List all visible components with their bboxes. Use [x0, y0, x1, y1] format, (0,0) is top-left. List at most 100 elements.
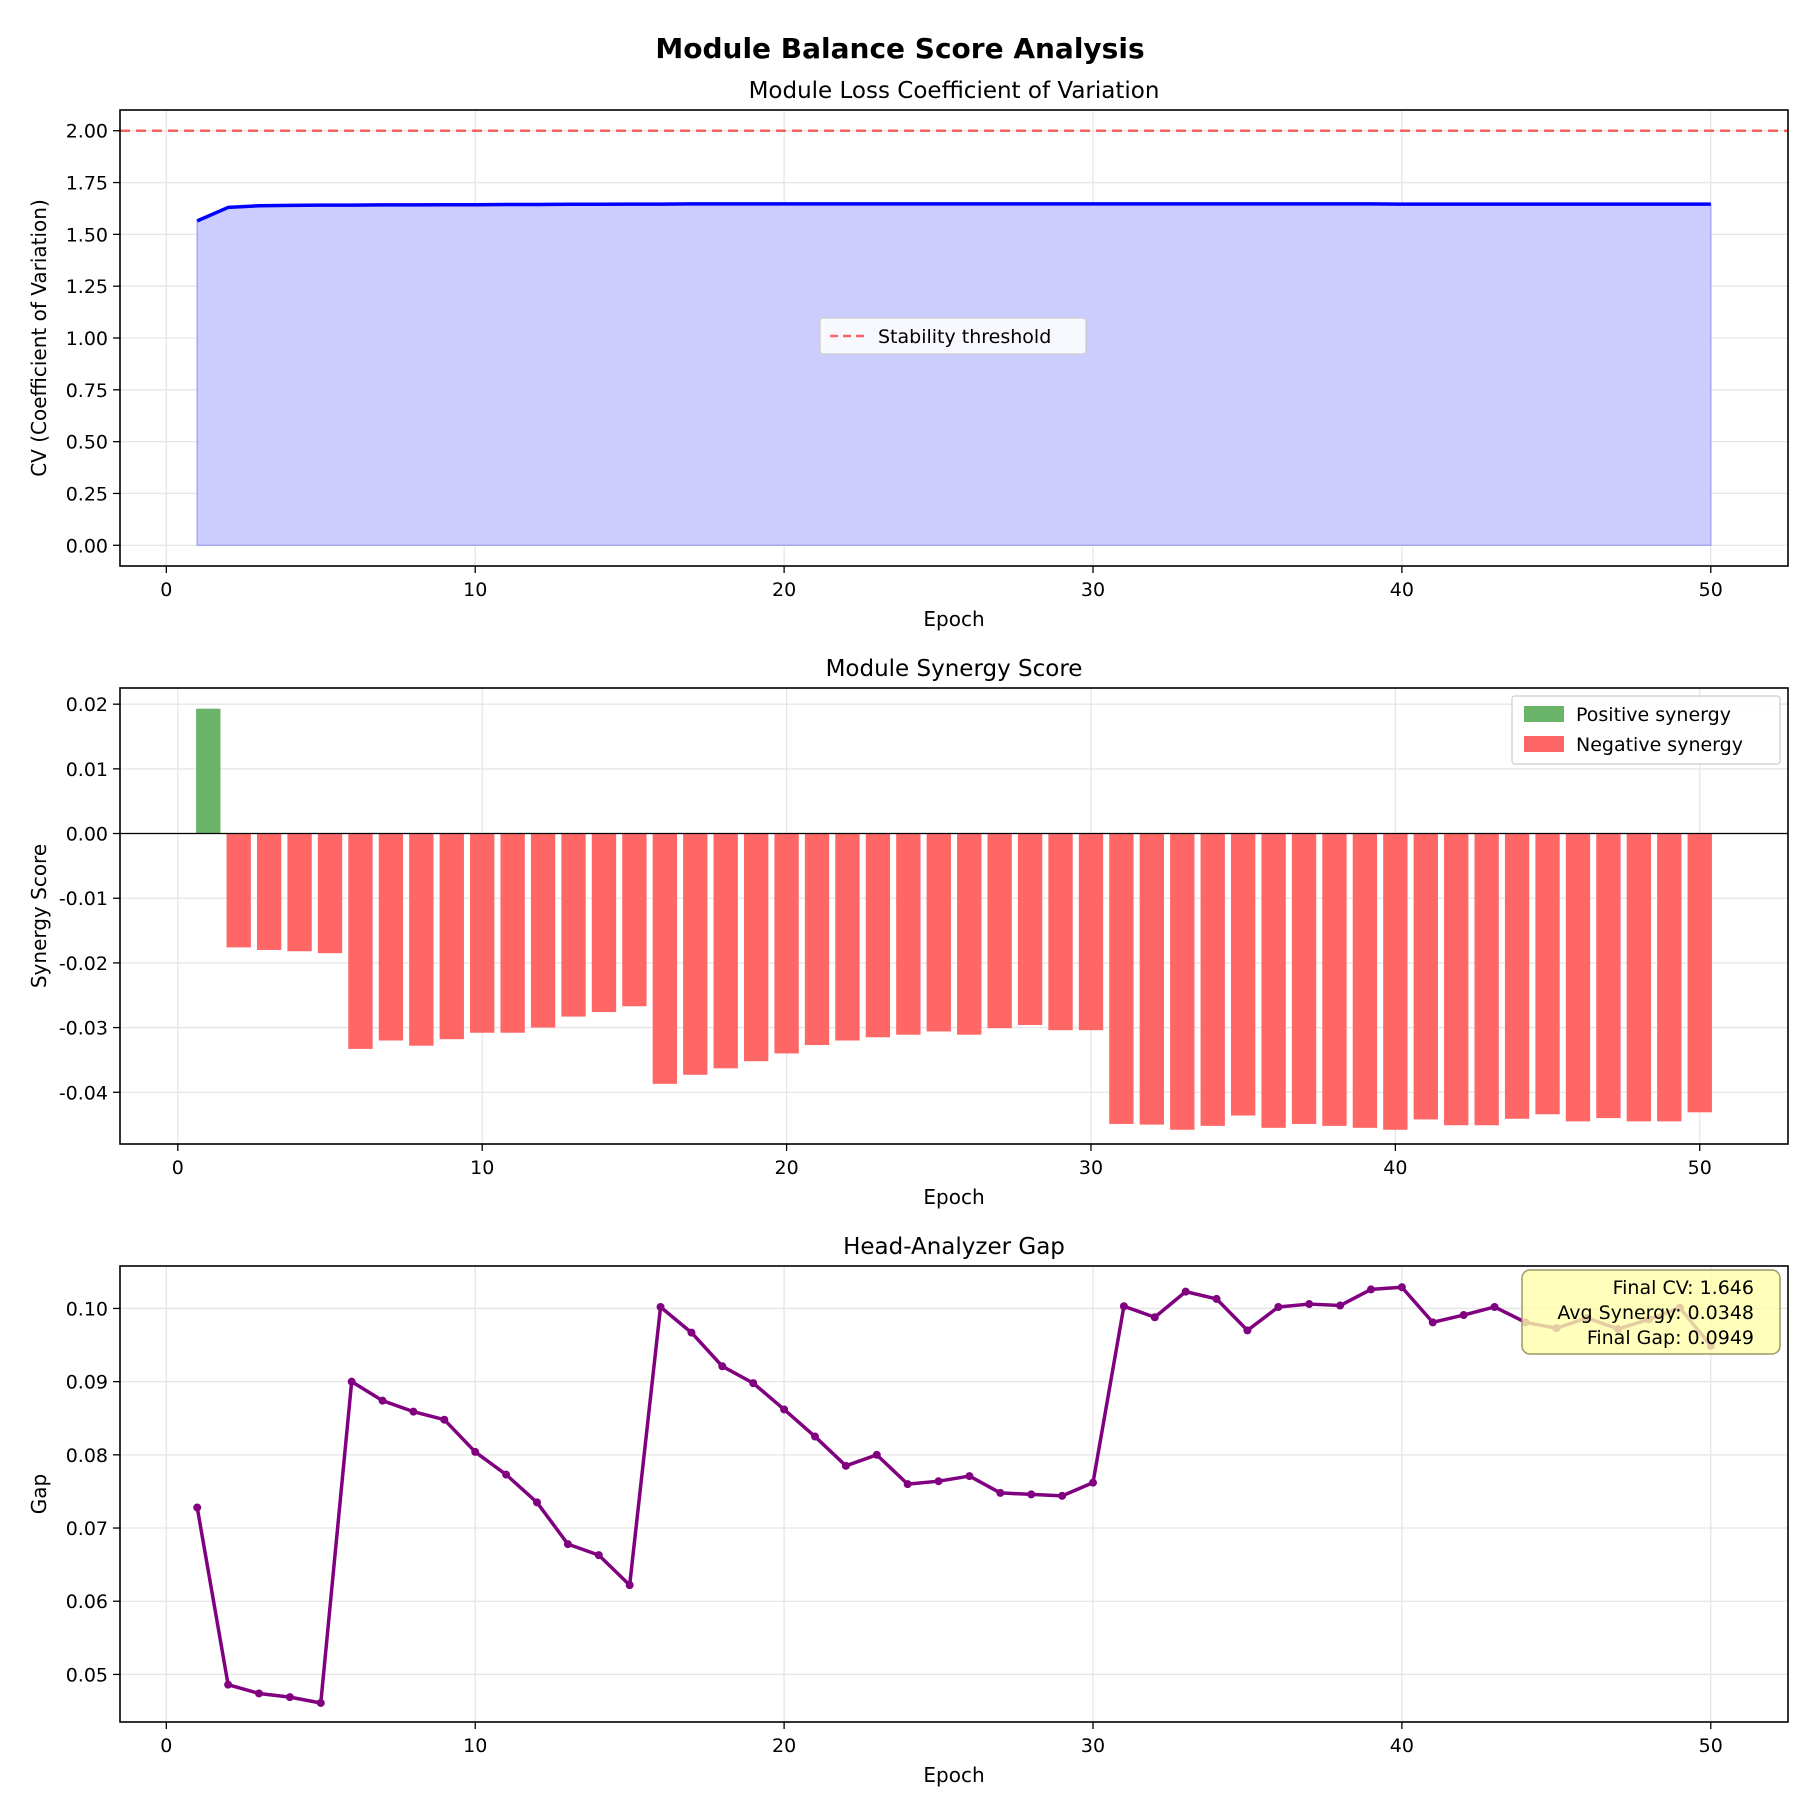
- synergy-bar: [1230, 833, 1256, 1116]
- synergy-bar: [1413, 833, 1438, 1120]
- gap-point: [841, 1461, 850, 1470]
- gap-point: [965, 1472, 974, 1481]
- y-tick-label: 1.75: [66, 173, 108, 195]
- panel-title: Head-Analyzer Gap: [843, 1234, 1065, 1260]
- x-tick-label: 20: [772, 579, 796, 601]
- synergy-bar: [713, 833, 738, 1069]
- synergy-bar: [1170, 833, 1195, 1130]
- x-tick-label: 30: [1079, 1157, 1103, 1179]
- gap-point: [656, 1302, 665, 1311]
- legend-label-threshold: Stability threshold: [878, 326, 1051, 348]
- synergy-bar: [1535, 833, 1560, 1115]
- gap-point: [996, 1488, 1005, 1497]
- gap-point: [285, 1693, 294, 1702]
- synergy-bar: [957, 833, 982, 1035]
- gap-point: [749, 1379, 758, 1388]
- y-tick-label: 0.25: [66, 483, 108, 505]
- x-tick-label: 50: [1699, 1735, 1723, 1757]
- synergy-bar: [804, 833, 830, 1046]
- x-axis-label: Epoch: [923, 1763, 984, 1787]
- y-tick-label: 0.09: [66, 1372, 108, 1394]
- legend-label: Positive synergy: [1576, 704, 1731, 726]
- y-tick-label: 0.10: [66, 1298, 108, 1320]
- gap-point: [687, 1328, 696, 1337]
- synergy-bar: [1626, 833, 1652, 1122]
- synergy-bar: [1474, 833, 1499, 1126]
- y-axis-label: Gap: [27, 1474, 51, 1514]
- panel-gap: Final CV: 1.646 Avg Synergy: 0.0348 Final …: [27, 1234, 1789, 1787]
- synergy-bar: [865, 833, 891, 1038]
- synergy-bar: [439, 833, 464, 1040]
- synergy-bar: [896, 833, 921, 1035]
- x-tick-label: 0: [160, 1735, 172, 1757]
- legend-box: [1511, 695, 1781, 765]
- gap-point: [1397, 1283, 1406, 1292]
- gap-point: [934, 1477, 943, 1486]
- gap-point: [1089, 1478, 1097, 1487]
- synergy-bar: [1200, 833, 1225, 1126]
- x-tick-label: 30: [1081, 579, 1105, 601]
- synergy-bar: [1565, 833, 1591, 1122]
- legend-swatch: [1524, 736, 1564, 752]
- gap-point: [533, 1498, 541, 1507]
- synergy-bar: [652, 833, 678, 1084]
- synergy-bar: [1109, 833, 1134, 1124]
- synergy-bar: [287, 833, 312, 952]
- y-axis-label: Synergy Score: [27, 844, 51, 988]
- synergy-bar: [622, 833, 647, 1007]
- synergy-bar: [1048, 833, 1073, 1031]
- synergy-bar: [1261, 833, 1286, 1128]
- x-tick-label: 20: [772, 1735, 796, 1757]
- gap-point: [1243, 1326, 1252, 1335]
- gap-point: [811, 1432, 819, 1441]
- synergy-bar: [1017, 833, 1043, 1025]
- synergy-bar: [500, 833, 525, 1033]
- y-tick-label: 1.25: [66, 276, 108, 298]
- axes-frame: [119, 1265, 1789, 1723]
- gap-point: [1490, 1302, 1499, 1311]
- y-axis-label: CV (Coefficient of Variation): [27, 199, 51, 477]
- synergy-bar: [561, 833, 586, 1017]
- gap-point: [625, 1581, 634, 1590]
- synergy-bar: [1687, 833, 1712, 1113]
- synergy-bar: [683, 833, 708, 1075]
- gap-point: [1150, 1313, 1159, 1322]
- y-tick-label: -0.03: [59, 1018, 108, 1040]
- legend-swatch: [1524, 706, 1564, 722]
- panel-title: Module Loss Coefficient of Variation: [749, 78, 1160, 104]
- gap-line: [195, 1285, 1713, 1705]
- y-tick-label: 1.00: [66, 328, 108, 350]
- gap-point: [1336, 1301, 1345, 1310]
- y-tick-label: 0.00: [66, 824, 108, 846]
- gap-point: [1212, 1294, 1221, 1303]
- y-tick-label: 0.00: [66, 535, 108, 557]
- x-tick-label: 0: [160, 579, 172, 601]
- synergy-bar: [378, 833, 404, 1041]
- synergy-bar: [1596, 833, 1621, 1119]
- gap-point: [1459, 1311, 1468, 1320]
- y-tick-label: 0.01: [66, 759, 108, 781]
- cv-line: [196, 202, 1711, 223]
- gap-point: [193, 1503, 202, 1512]
- panel-synergy: Positive synergy Negative synergy 0 10 20 30 4…: [27, 656, 1789, 1209]
- synergy-bar: [470, 833, 495, 1033]
- synergy-bar: [1291, 833, 1317, 1124]
- y-tick-label: 0.75: [66, 380, 108, 402]
- synergy-bar: [256, 833, 282, 950]
- figure-suptitle: Module Balance Score Analysis: [655, 32, 1144, 65]
- gap-point: [378, 1396, 387, 1405]
- synergy-bar: [835, 833, 860, 1041]
- gap-point: [1305, 1300, 1314, 1309]
- gap-point: [594, 1551, 603, 1560]
- synergy-bar: [348, 833, 373, 1049]
- legend-label: Negative synergy: [1576, 734, 1743, 756]
- x-tick-label: 40: [1383, 1157, 1407, 1179]
- y-tick-label: -0.01: [59, 888, 108, 910]
- x-tick-label: 50: [1688, 1157, 1712, 1179]
- synergy-bar: [774, 833, 799, 1054]
- annotation-line: Avg Synergy: 0.0348: [1557, 1302, 1754, 1324]
- synergy-bar: [1078, 833, 1104, 1031]
- gap-point: [440, 1415, 449, 1424]
- synergy-bar: [987, 833, 1012, 1029]
- y-tick-label: 0.07: [66, 1518, 108, 1540]
